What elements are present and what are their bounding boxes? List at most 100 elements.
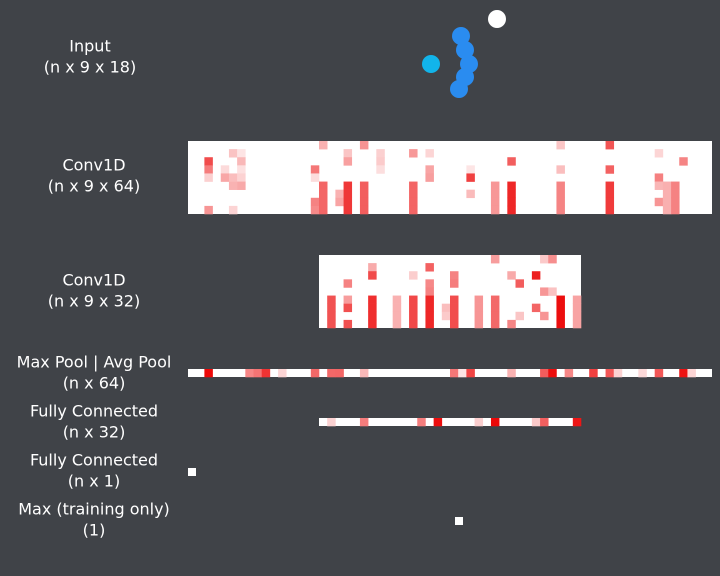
activation-cell [409,149,418,158]
activation-cell [253,369,262,378]
activation-cell [392,303,402,313]
activation-cell [540,369,549,378]
activation-cell [572,311,582,321]
activation-cell [343,189,353,199]
layer-name: Conv1D [62,271,125,290]
activation-cell [278,369,287,378]
activation-cell [425,311,434,321]
activation-cell [662,181,672,190]
activation-cell [204,165,213,174]
layer-shape: (n x 9 x 18) [44,58,136,77]
activation-cell [466,165,475,174]
activation-cell [605,165,615,174]
activation-cell [409,303,418,313]
activation-cell [343,303,353,313]
activation-cell [548,369,557,378]
activation-map [319,418,581,426]
activation-cell [368,271,377,280]
activation-cell [654,369,664,378]
activation-cell [327,303,336,313]
activation-cell [564,369,574,378]
activation-cell [409,311,418,321]
activation-cell [450,271,459,280]
activation-cell [228,205,238,215]
activation-cell [343,319,353,329]
activation-cell [507,189,516,199]
activation-cell [540,418,549,427]
activation-map [455,517,463,525]
activation-cell [556,181,565,190]
layer-name: Input [69,37,110,56]
activation-cell [204,173,213,182]
activation-maps [188,141,712,525]
activation-cell [237,165,246,174]
activation-cell [466,189,475,199]
activation-cell [662,205,672,215]
activation-cell [327,369,336,378]
activation-cell [662,197,672,207]
activation-cell [310,165,320,174]
activation-cell [376,149,385,158]
activation-cell [490,303,500,313]
activation-cell [433,418,443,427]
activation-cell [572,418,582,427]
activation-cell [368,303,377,313]
input-point [456,41,474,59]
activation-cell [409,205,418,215]
activation-cell [441,311,451,321]
activation-cell [654,149,664,158]
activation-cell [237,157,246,166]
activation-cell [237,149,246,158]
activation-cell [507,205,516,215]
activation-cell [671,205,680,215]
activation-cell [556,319,565,329]
activation-cell [540,255,549,264]
activation-cell [490,255,500,264]
activation-cell [605,369,615,378]
activation-cell [671,189,680,199]
activation-cell [450,295,459,304]
activation-cell [310,205,320,215]
activation-map [188,141,712,214]
layer-shape: (n x 1) [68,472,120,491]
activation-cell [679,369,688,378]
layer-name: Conv1D [62,156,125,175]
activation-cell [392,295,402,304]
activation-cell [409,181,418,190]
activation-cell [441,303,451,313]
activation-cell [425,149,434,158]
input-point [452,27,470,45]
activation-cell [589,369,598,378]
activation-cell [343,279,353,288]
activation-cell [572,319,582,329]
activation-cell [425,263,434,272]
activation-cell [515,311,524,321]
activation-cell [425,279,434,288]
activation-cell [343,295,353,304]
activation-cell [359,189,369,199]
activation-cell [359,197,369,207]
activation-cell [392,311,402,321]
activation-cell [458,369,467,378]
activation-cell [335,189,344,199]
input-point [450,80,468,98]
activation-cell [409,271,418,280]
activation-cell [204,369,213,378]
activation-cell [343,205,353,215]
activation-cell [638,369,647,378]
activation-cell [605,181,615,190]
activation-cell [228,181,238,190]
activation-cell [507,181,516,190]
activation-cell [327,311,336,321]
activation-cell [613,369,623,378]
activation-cell [490,197,500,207]
activation-cell [540,287,549,296]
activation-cell [450,311,459,321]
activation-cell [310,369,320,378]
activation-cell [319,189,328,199]
activation-cell [409,189,418,199]
activation-cell [359,181,369,190]
activation-cell [327,418,336,427]
activation-cell [474,418,484,427]
